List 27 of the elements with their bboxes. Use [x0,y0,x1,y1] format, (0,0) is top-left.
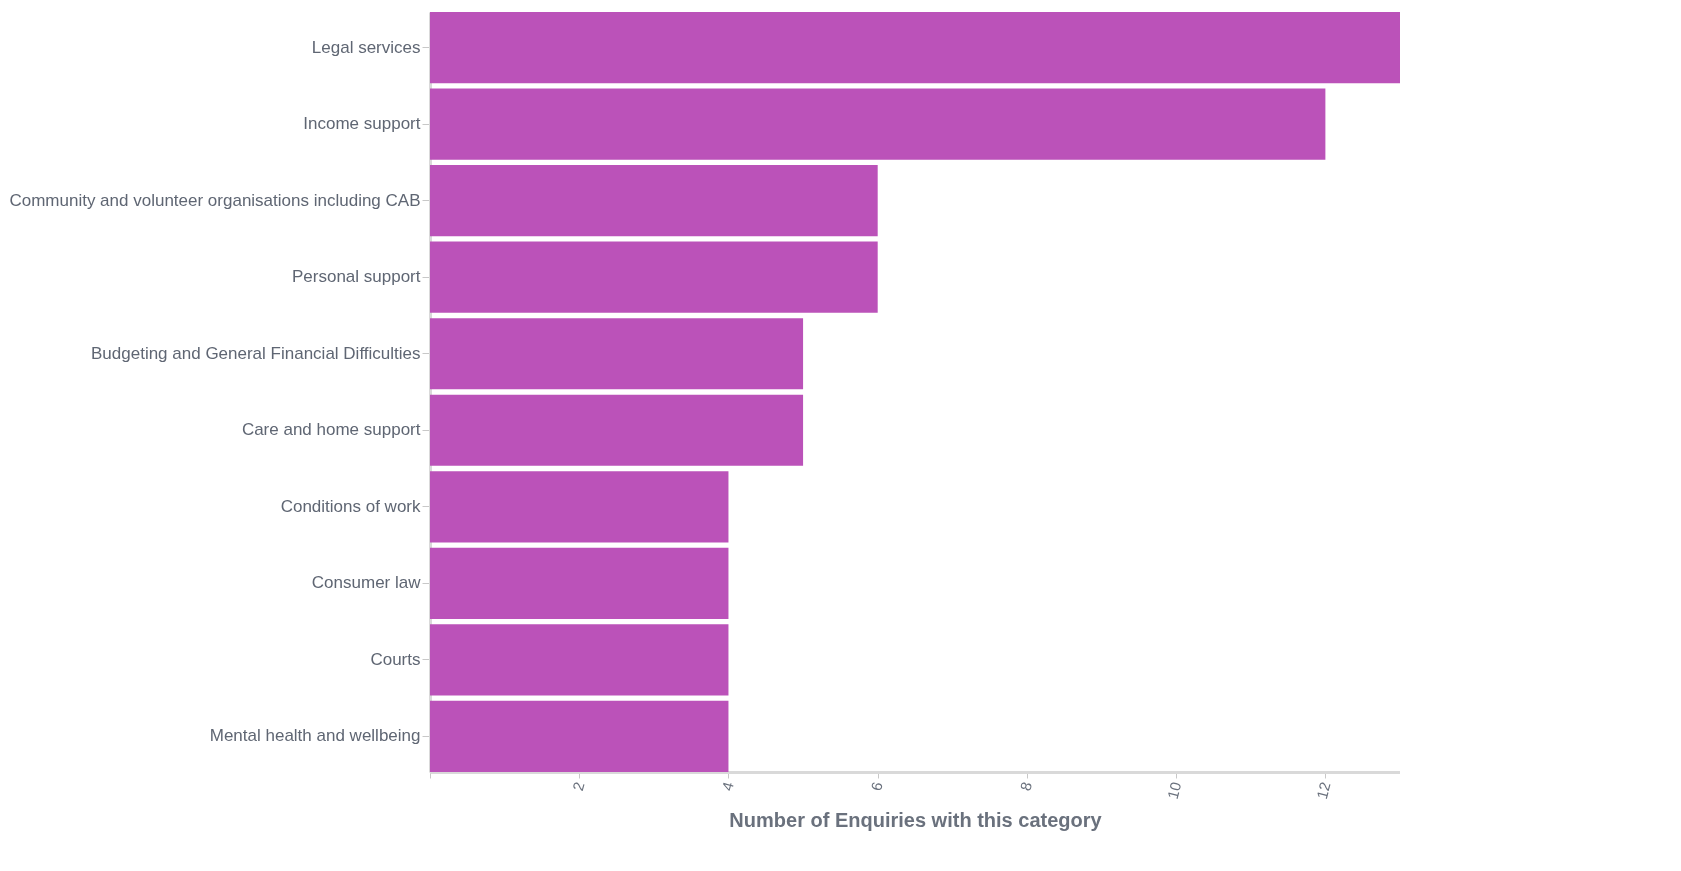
y-tick-label: Courts [370,649,421,669]
x-tick-label: 4 [718,780,737,793]
bar [430,241,878,313]
x-tick-label: 2 [568,780,588,793]
y-tick-label: Income support [303,114,421,134]
bar [430,624,729,696]
x-tick-label: 6 [867,780,886,793]
bar [430,547,729,619]
y-tick-label: Legal services [311,37,421,57]
bar [430,165,878,237]
x-axis-title: Number of Enquiries with this category [729,808,1103,831]
bar [430,700,729,772]
bar [430,471,729,543]
y-tick-label: Consumer law [311,573,422,593]
y-tick-label: Mental health and wellbeing [209,726,421,746]
bar [430,88,1326,160]
bar [430,12,1400,84]
y-tick-label: Conditions of work [280,496,421,516]
bar [430,318,804,390]
x-tick-label: 10 [1163,780,1185,801]
x-tick-label: 12 [1312,780,1334,801]
x-tick-label: 8 [1016,780,1036,793]
y-tick-label: Budgeting and General Financial Difficulties [91,343,421,363]
y-tick-label: Personal support [291,267,421,287]
bar [430,394,804,466]
y-tick-label: Community and volunteer organisations including CAB [9,190,421,210]
y-tick-label: Care and home support [241,420,421,440]
